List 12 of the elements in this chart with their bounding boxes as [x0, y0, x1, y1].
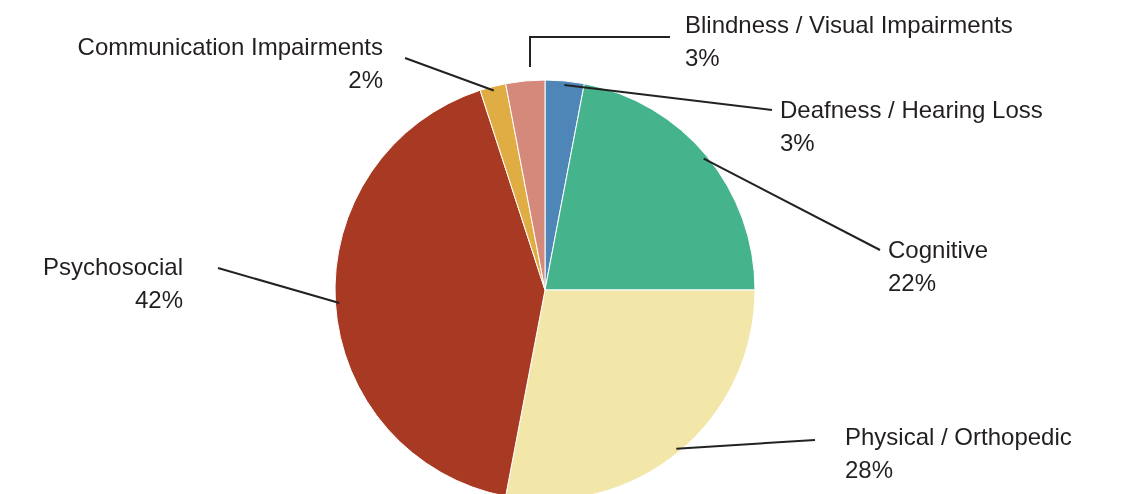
- slice-label: Physical / Orthopedic: [845, 423, 1072, 450]
- data-label: 28%: [845, 456, 894, 483]
- slice-label: Blindness / Visual Impairments: [685, 11, 1013, 38]
- data-label: 22%: [888, 269, 937, 296]
- slice-label: Deafness / Hearing Loss: [780, 96, 1043, 123]
- slice-label: Cognitive: [888, 236, 989, 263]
- data-label: 2%: [348, 66, 383, 93]
- data-label: 42%: [134, 286, 183, 313]
- data-label: 3%: [780, 129, 815, 156]
- slice-label: Psychosocial: [42, 253, 183, 280]
- data-label: 3%: [685, 44, 720, 71]
- slice-label: Communication Impairments: [77, 33, 383, 60]
